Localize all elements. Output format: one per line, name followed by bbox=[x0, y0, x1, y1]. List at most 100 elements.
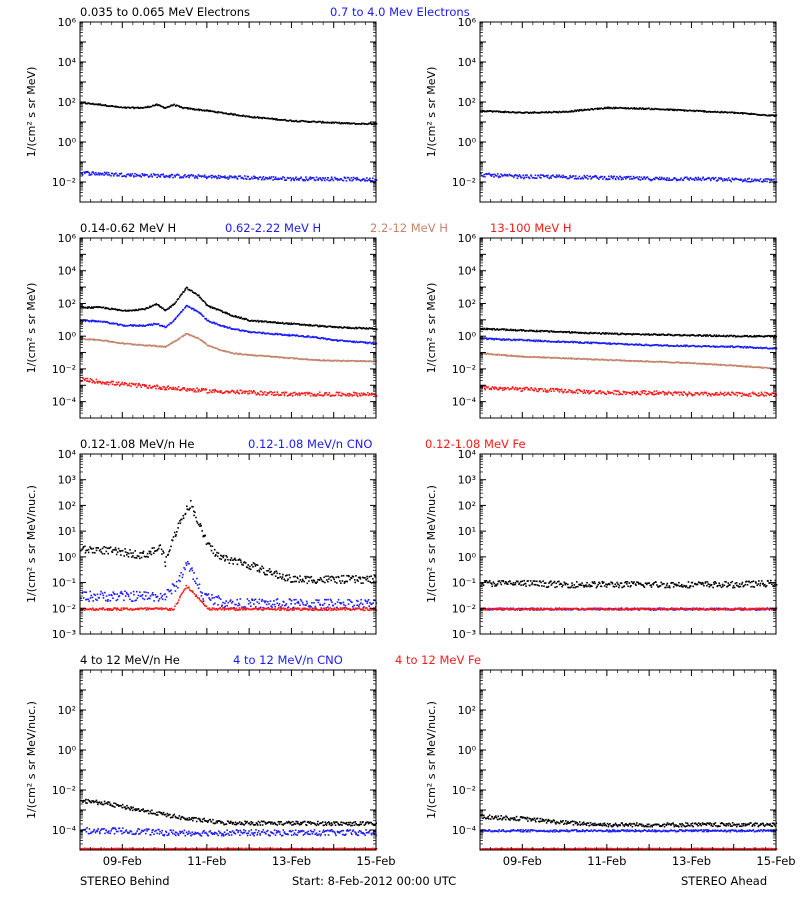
data-point bbox=[234, 315, 237, 317]
data-point bbox=[526, 339, 529, 342]
data-point bbox=[257, 354, 260, 357]
data-point bbox=[214, 388, 216, 391]
data-point bbox=[221, 310, 223, 312]
data-point bbox=[715, 334, 718, 336]
data-point bbox=[305, 335, 307, 338]
data-point bbox=[312, 336, 315, 339]
data-point bbox=[140, 386, 142, 388]
data-point bbox=[716, 364, 718, 366]
data-point bbox=[654, 178, 656, 181]
data-point bbox=[633, 391, 635, 393]
data-point bbox=[740, 346, 742, 348]
data-point bbox=[168, 176, 171, 179]
data-point bbox=[555, 174, 558, 176]
data-point bbox=[720, 110, 723, 113]
data-point bbox=[767, 347, 769, 350]
data-point bbox=[338, 326, 341, 328]
data-point bbox=[93, 306, 95, 308]
data-point bbox=[490, 387, 492, 390]
data-point bbox=[319, 337, 322, 340]
data-point bbox=[224, 175, 226, 177]
data-point bbox=[698, 178, 701, 181]
data-point bbox=[519, 338, 522, 341]
data-point bbox=[317, 393, 319, 395]
data-point bbox=[606, 359, 608, 361]
data-point bbox=[615, 393, 618, 396]
data-point bbox=[206, 392, 208, 394]
data-point bbox=[103, 104, 106, 107]
data-point bbox=[137, 106, 139, 109]
data-point bbox=[651, 107, 653, 110]
data-point bbox=[234, 113, 236, 116]
data-point bbox=[189, 388, 191, 390]
data-point bbox=[682, 334, 684, 336]
data-point bbox=[94, 173, 96, 176]
data-point bbox=[86, 319, 88, 321]
data-point bbox=[659, 360, 661, 363]
data-point bbox=[289, 394, 292, 396]
data-point bbox=[234, 175, 236, 177]
data-point bbox=[706, 177, 709, 179]
data-point bbox=[490, 175, 493, 177]
data-point bbox=[763, 178, 765, 181]
data-point bbox=[695, 335, 697, 337]
data-point bbox=[94, 382, 96, 384]
data-point bbox=[493, 328, 495, 330]
data-point bbox=[302, 335, 304, 337]
data-point bbox=[742, 335, 744, 338]
data-point bbox=[370, 394, 373, 396]
data-point bbox=[231, 113, 233, 115]
data-point bbox=[341, 394, 343, 397]
data-point bbox=[734, 336, 737, 338]
data-point bbox=[744, 345, 746, 348]
data-point bbox=[203, 176, 205, 178]
data-point bbox=[619, 342, 621, 345]
data-point bbox=[572, 175, 575, 177]
data-point bbox=[680, 109, 682, 112]
data-point bbox=[507, 338, 510, 340]
data-point bbox=[227, 176, 229, 178]
data-point bbox=[290, 322, 292, 324]
data-point bbox=[559, 357, 561, 359]
data-point bbox=[631, 391, 633, 394]
data-point bbox=[689, 109, 691, 112]
data-point bbox=[228, 390, 230, 393]
data-point bbox=[658, 176, 661, 179]
data-point bbox=[521, 390, 524, 392]
data-point bbox=[297, 178, 299, 180]
data-point bbox=[730, 334, 733, 337]
data-point bbox=[350, 360, 352, 362]
data-point bbox=[735, 111, 737, 114]
data-point bbox=[641, 344, 643, 347]
data-point bbox=[652, 334, 654, 336]
data-point bbox=[274, 394, 276, 396]
data-point bbox=[248, 389, 251, 392]
data-point bbox=[101, 104, 103, 107]
data-point bbox=[681, 361, 683, 364]
data-point bbox=[186, 107, 189, 109]
data-point bbox=[715, 345, 717, 348]
data-point bbox=[615, 343, 617, 345]
data-point bbox=[597, 342, 600, 345]
data-point bbox=[493, 388, 496, 390]
data-point bbox=[604, 392, 607, 395]
data-point bbox=[528, 177, 531, 180]
data-point bbox=[686, 334, 688, 337]
data-point bbox=[336, 339, 339, 342]
data-point bbox=[516, 338, 519, 341]
data-point bbox=[604, 333, 606, 335]
data-point bbox=[323, 360, 326, 362]
data-point bbox=[640, 108, 643, 110]
data-point bbox=[632, 360, 635, 362]
data-point bbox=[334, 339, 337, 341]
data-point bbox=[315, 359, 318, 361]
data-point bbox=[629, 343, 632, 346]
data-point bbox=[129, 107, 132, 109]
data-point bbox=[281, 119, 283, 121]
data-point bbox=[488, 328, 490, 330]
data-point bbox=[577, 177, 580, 180]
data-point bbox=[264, 117, 267, 119]
data-point bbox=[758, 114, 760, 116]
data-point bbox=[496, 328, 499, 330]
data-point bbox=[758, 347, 761, 349]
